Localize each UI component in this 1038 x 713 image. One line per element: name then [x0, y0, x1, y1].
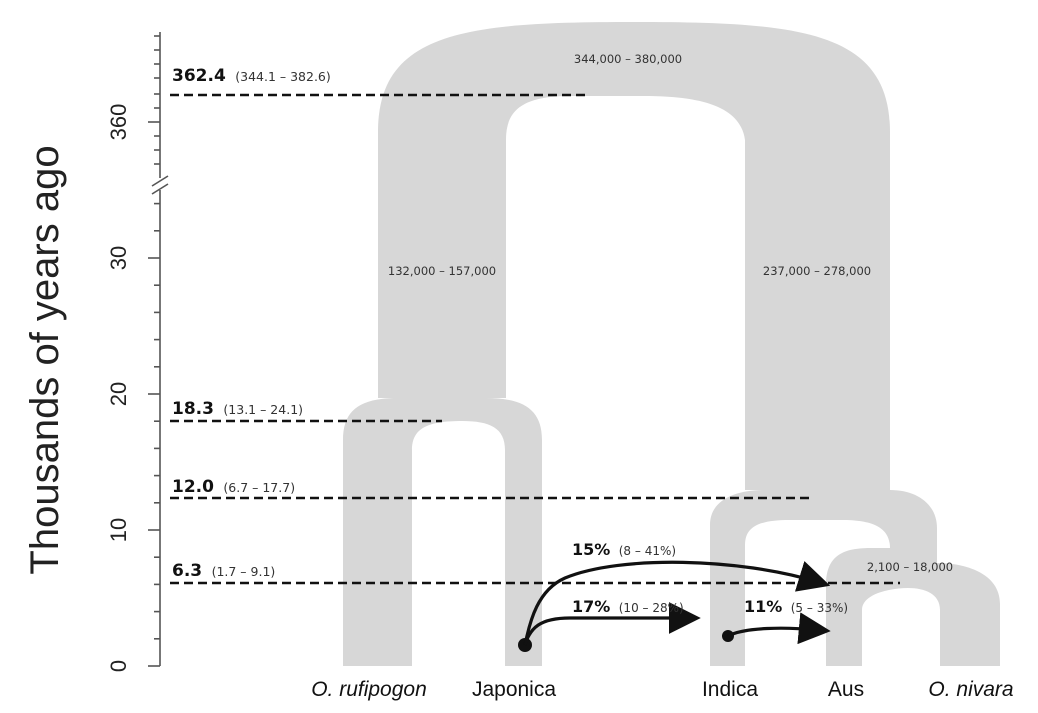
population-tree	[343, 22, 1000, 666]
divergence-lines	[170, 93, 900, 585]
aus-nivara-size-label: 2,100 – 18,000	[867, 560, 953, 574]
admixture-label-15: 15% (8 – 41%)	[572, 540, 676, 559]
ancestral-size-label: 344,000 – 380,000	[574, 52, 682, 66]
admixture-arrow-japonica-to-aus	[523, 560, 831, 646]
population-label-indica: Indica	[702, 678, 758, 701]
divergence-label-6: 6.3 (1.7 – 9.1)	[172, 561, 275, 581]
divergence-label-18: 18.3 (13.1 – 24.1)	[172, 399, 303, 419]
tick-label-10: 10	[106, 518, 131, 542]
divergence-labels: 362.4 (344.1 – 382.6) 18.3 (13.1 – 24.1)…	[172, 66, 331, 581]
population-label-rufipogon: O. rufipogon	[311, 678, 427, 701]
admixture-arrow-japonica-to-indica	[523, 602, 701, 646]
axis-break-mark	[151, 175, 169, 187]
population-label-aus: Aus	[828, 678, 864, 701]
axis-break-mark	[151, 183, 169, 195]
indica-lineage-size-label: 237,000 – 278,000	[763, 264, 871, 278]
population-size-labels: 344,000 – 380,000 132,000 – 157,000 237,…	[388, 52, 953, 574]
japonica-lineage-size-label: 132,000 – 157,000	[388, 264, 496, 278]
population-labels: O. rufipogon Japonica Indica Aus O. niva…	[311, 678, 1013, 701]
tick-label-360: 360	[106, 104, 131, 141]
indica-aus-nivara-branch	[710, 490, 1000, 666]
time-axis: 0 10 20 30 360 Thousands of years ago	[23, 32, 169, 672]
divergence-label-362: 362.4 (344.1 – 382.6)	[172, 66, 331, 86]
admixture-arrow-indica-to-aus	[727, 612, 831, 645]
divergence-label-12: 12.0 (6.7 – 17.7)	[172, 477, 295, 497]
population-label-japonica: Japonica	[472, 678, 556, 701]
tick-label-20: 20	[106, 382, 131, 406]
population-label-nivara: O. nivara	[928, 678, 1013, 701]
admixture-arrows: 15% (8 – 41%) 17% (10 – 28%) 11% (5 – 33…	[518, 540, 848, 652]
admixture-label-17: 17% (10 – 28%)	[572, 597, 684, 616]
ancestral-population-branch	[378, 22, 890, 490]
japonica-rufipogon-branch	[343, 398, 542, 666]
tick-label-30: 30	[106, 246, 131, 270]
admixture-label-11: 11% (5 – 33%)	[744, 597, 848, 616]
axis-title: Thousands of years ago	[23, 145, 67, 574]
tick-label-0: 0	[106, 660, 131, 672]
